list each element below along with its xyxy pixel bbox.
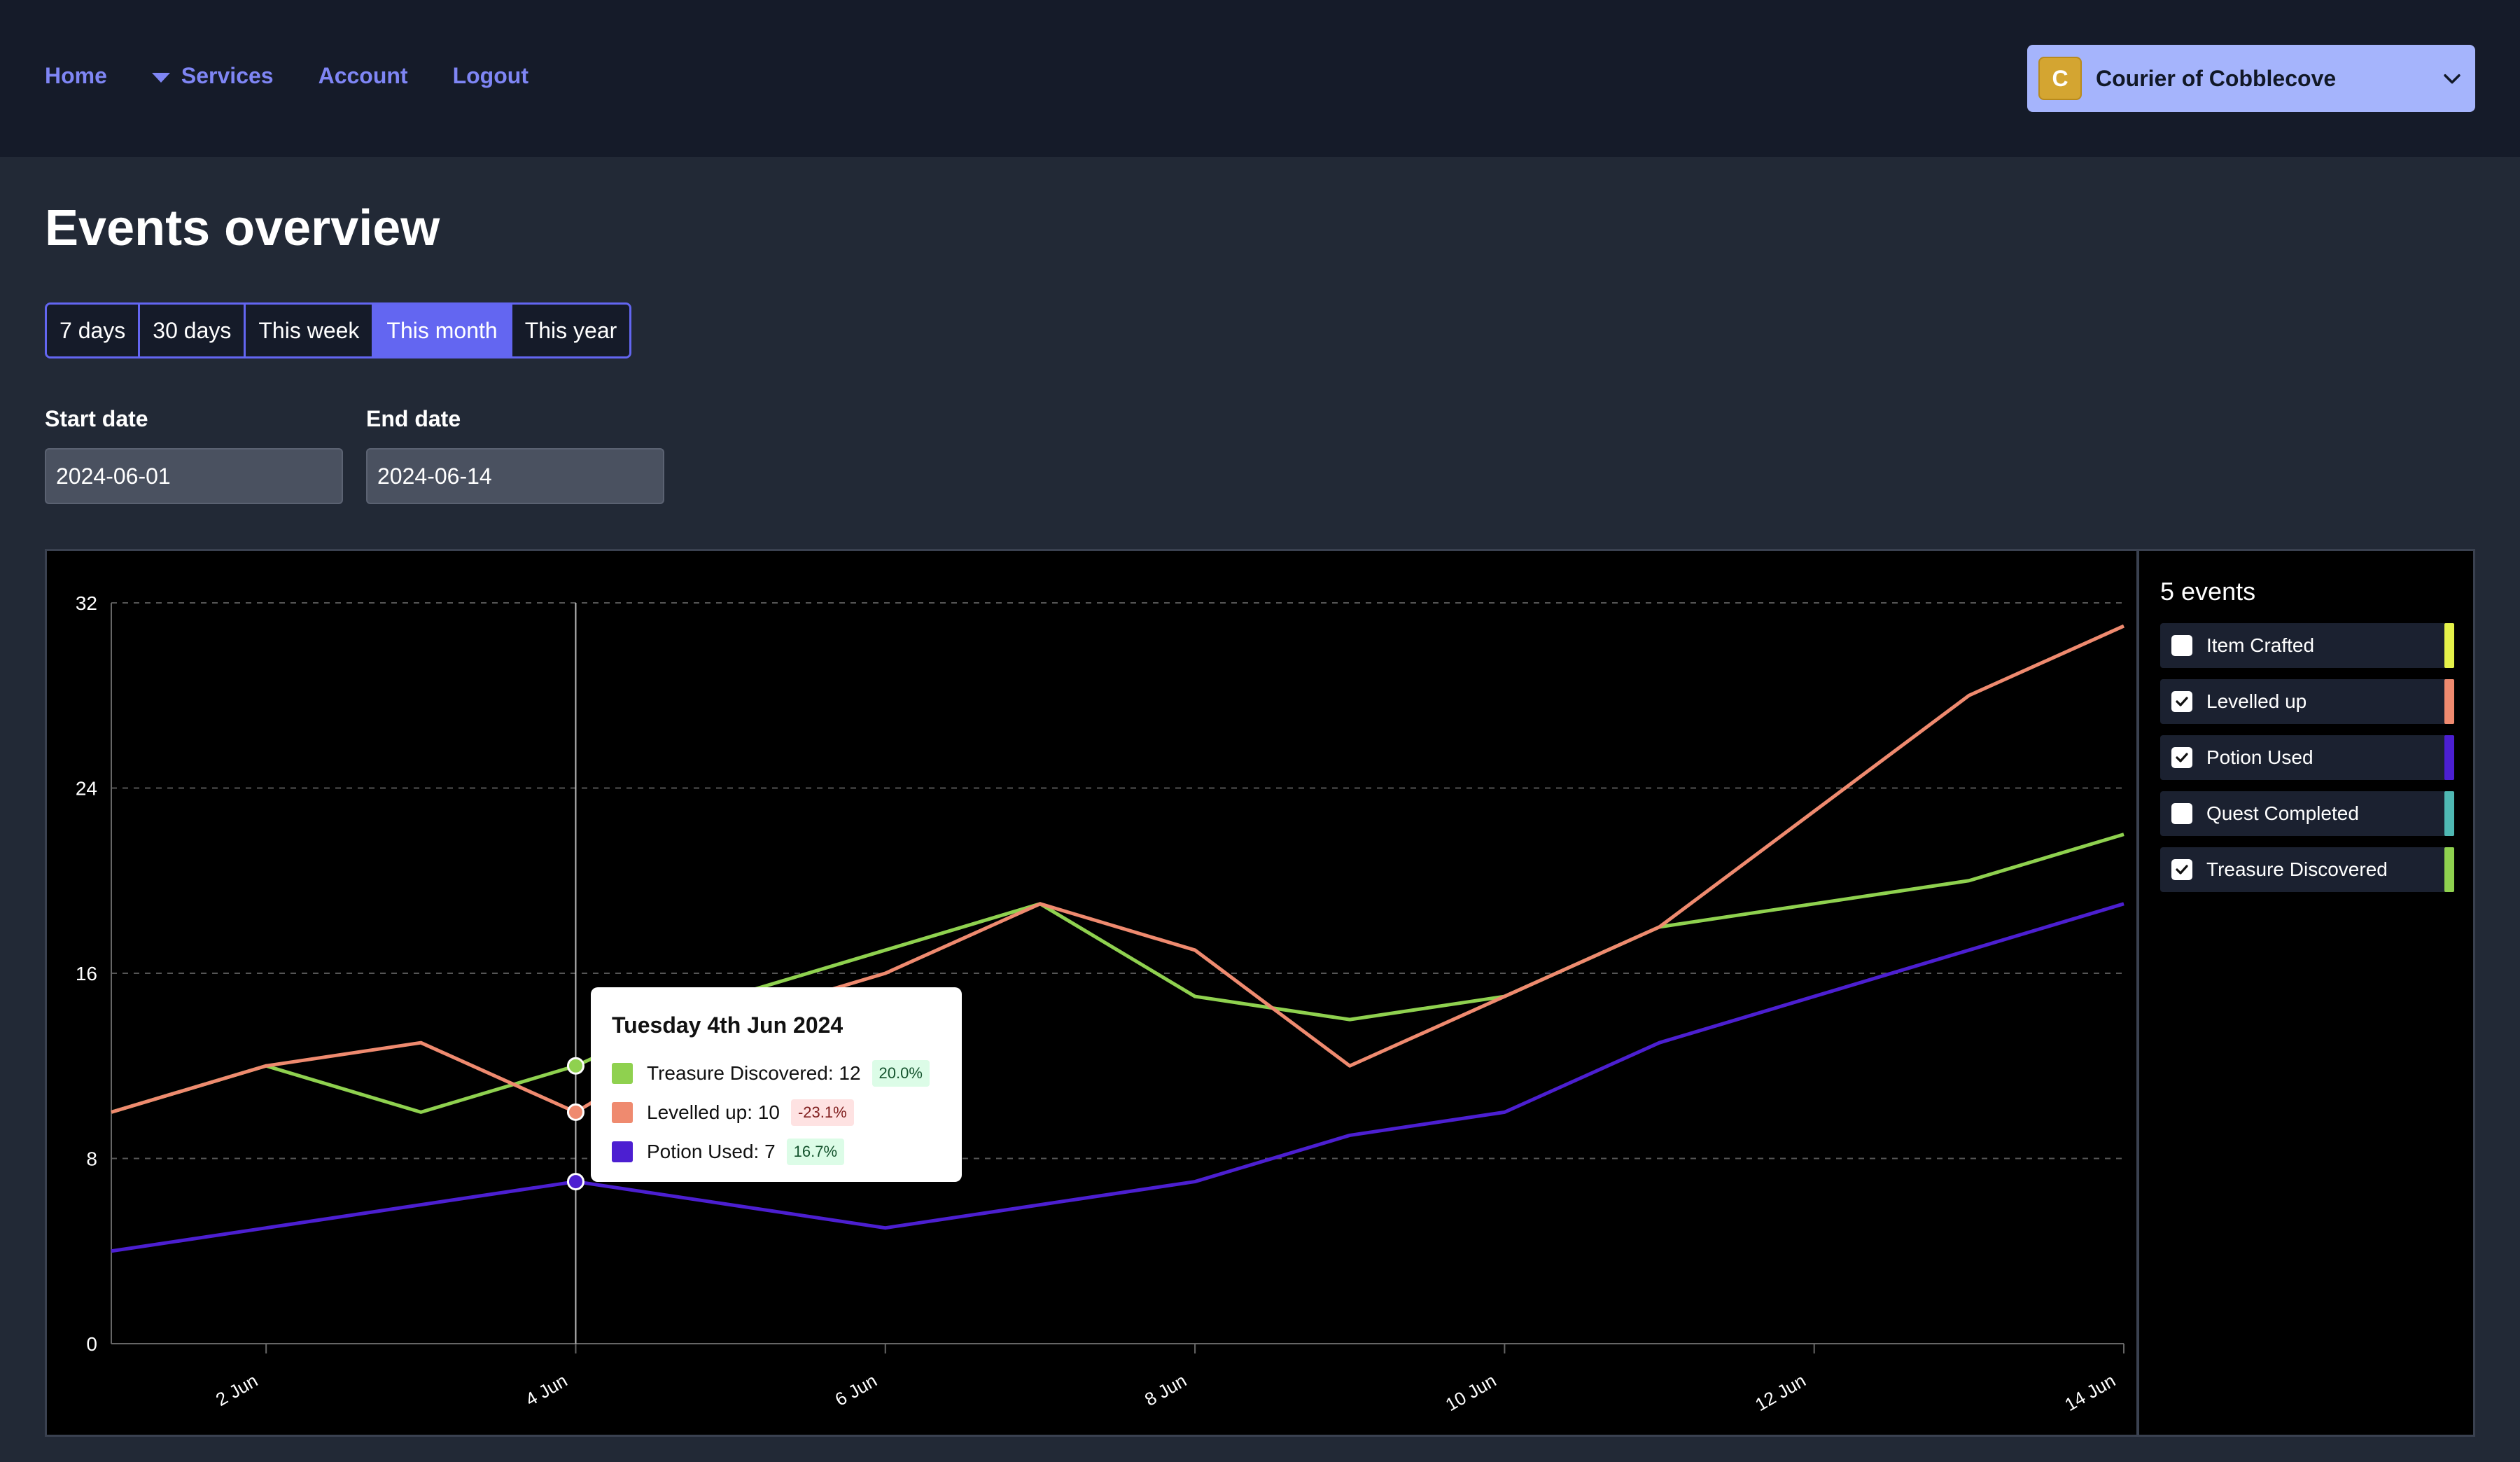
- y-tick-label: 16: [76, 963, 97, 984]
- legend-color-swatch: [2444, 791, 2454, 836]
- tooltip-row-text: Potion Used: 7: [647, 1141, 776, 1162]
- legend-item-levelled-up[interactable]: Levelled up: [2160, 679, 2454, 724]
- x-tick-label: 10 Jun: [1442, 1370, 1500, 1415]
- series-line-treasure-discovered: [111, 833, 2124, 1114]
- main-nav: Home Services Account Logout: [45, 63, 573, 89]
- events-legend: 5 events Item Crafted Levelled up Potion U…: [2136, 549, 2475, 1437]
- legend-item-item-crafted[interactable]: Item Crafted: [2160, 623, 2454, 668]
- nav-account-link[interactable]: Account: [318, 63, 408, 88]
- series-color-swatch: [612, 1141, 633, 1162]
- hover-point-potion-used: [566, 1173, 584, 1191]
- change-badge: 20.0%: [872, 1060, 930, 1087]
- chevron-down-icon: [2444, 74, 2460, 84]
- checkbox-checked-icon[interactable]: [2171, 747, 2192, 768]
- range-button-this-week[interactable]: This week: [246, 305, 374, 356]
- y-tick-label: 0: [86, 1333, 97, 1355]
- org-name: Courier of Cobblecove: [2096, 65, 2337, 91]
- chart-panel: 0 8 16 24 32 2 Jun 4 Jun 6 Jun 8 Jun 10 Jun 12 Jun…: [45, 549, 2475, 1437]
- tooltip-row-text: Levelled up: 10: [647, 1101, 780, 1123]
- page-title: Events overview: [45, 200, 440, 256]
- caret-down-icon: [151, 72, 170, 83]
- legend-item-quest-completed[interactable]: Quest Completed: [2160, 791, 2454, 836]
- nav-services-link[interactable]: Services: [151, 63, 274, 89]
- series-line-potion-used: [111, 902, 2124, 1253]
- tooltip-row: Treasure Discovered: 12 20.0%: [612, 1054, 941, 1093]
- hover-point-treasure-discovered: [566, 1057, 584, 1075]
- organization-switcher[interactable]: C Courier of Cobblecove: [2027, 45, 2475, 112]
- tooltip-row: Levelled up: 10 -23.1%: [612, 1093, 941, 1132]
- range-button-30-days[interactable]: 30 days: [140, 305, 246, 356]
- x-tick-label: 6 Jun: [832, 1370, 881, 1410]
- nav-services-label: Services: [181, 63, 274, 88]
- legend-color-swatch: [2444, 623, 2454, 668]
- checkbox-checked-icon[interactable]: [2171, 859, 2192, 880]
- legend-item-treasure-discovered[interactable]: Treasure Discovered: [2160, 847, 2454, 892]
- series-line-levelled-up: [111, 624, 2125, 1114]
- series-color-swatch: [612, 1102, 633, 1123]
- nav-home-link[interactable]: Home: [45, 63, 107, 88]
- x-tick-label: 4 Jun: [522, 1370, 570, 1410]
- end-date-input[interactable]: [366, 448, 664, 504]
- top-navbar: Home Services Account Logout C Courier o…: [0, 0, 2520, 157]
- date-range-selector: 7 days 30 days This week This month This yea…: [45, 302, 632, 358]
- tooltip-row-text: Treasure Discovered: 12: [647, 1062, 861, 1084]
- end-date-label: End date: [366, 406, 461, 431]
- start-date-input[interactable]: [45, 448, 343, 504]
- legend-color-swatch: [2444, 847, 2454, 892]
- events-line-chart[interactable]: 0 8 16 24 32 2 Jun 4 Jun 6 Jun 8 Jun 10 Jun 12 Jun…: [47, 551, 2138, 1435]
- chart-tooltip: Tuesday 4th Jun 2024 Treasure Discovered…: [591, 987, 962, 1182]
- checkbox-checked-icon[interactable]: [2171, 691, 2192, 712]
- x-tick-label: 2 Jun: [212, 1370, 261, 1410]
- x-tick-label: 12 Jun: [1751, 1370, 1809, 1415]
- y-tick-label: 32: [76, 592, 97, 614]
- hover-point-levelled-up: [566, 1103, 584, 1121]
- range-button-this-month[interactable]: This month: [374, 305, 512, 356]
- tooltip-row: Potion Used: 7 16.7%: [612, 1132, 941, 1171]
- x-tick-label: 14 Jun: [2061, 1370, 2119, 1415]
- x-tick-label: 8 Jun: [1141, 1370, 1190, 1410]
- legend-item-label: Levelled up: [2206, 690, 2307, 712]
- legend-item-label: Quest Completed: [2206, 802, 2359, 824]
- legend-title: 5 events: [2160, 577, 2256, 606]
- legend-item-potion-used[interactable]: Potion Used: [2160, 735, 2454, 780]
- legend-color-swatch: [2444, 679, 2454, 724]
- legend-color-swatch: [2444, 735, 2454, 780]
- nav-logout-link[interactable]: Logout: [452, 63, 528, 88]
- start-date-label: Start date: [45, 406, 148, 431]
- checkbox-unchecked-icon[interactable]: [2171, 635, 2192, 656]
- org-avatar: C: [2038, 57, 2082, 100]
- tooltip-date: Tuesday 4th Jun 2024: [612, 1012, 844, 1038]
- legend-item-label: Potion Used: [2206, 746, 2314, 768]
- legend-item-label: Treasure Discovered: [2206, 858, 2388, 880]
- range-button-this-year[interactable]: This year: [512, 305, 630, 356]
- range-button-7-days[interactable]: 7 days: [47, 305, 141, 356]
- series-color-swatch: [612, 1063, 633, 1084]
- y-tick-label: 24: [76, 778, 97, 800]
- change-badge: -23.1%: [790, 1099, 854, 1126]
- legend-item-label: Item Crafted: [2206, 634, 2315, 656]
- y-tick-label: 8: [86, 1148, 97, 1170]
- change-badge: 16.7%: [786, 1139, 845, 1165]
- checkbox-unchecked-icon[interactable]: [2171, 803, 2192, 824]
